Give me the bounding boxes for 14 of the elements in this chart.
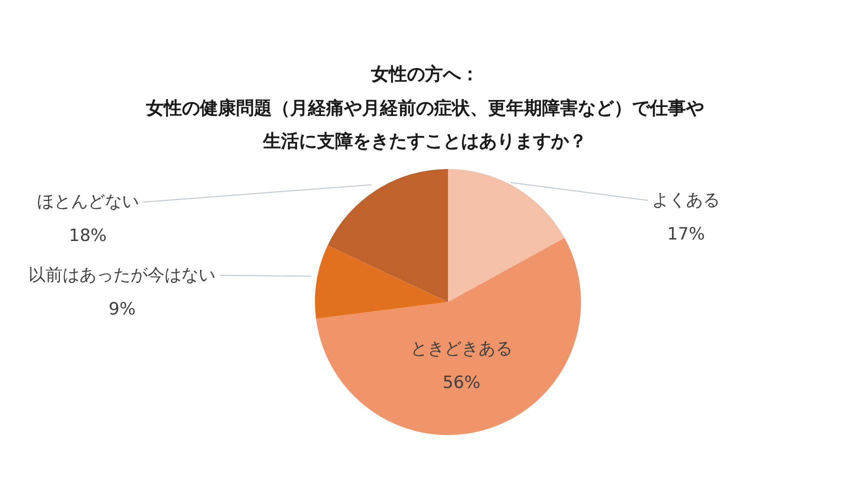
slice-label: よくある <box>652 190 720 210</box>
pie-slice <box>328 169 448 302</box>
slice-label: ときどきある <box>410 338 512 359</box>
slice-label: ほとんどない <box>36 192 139 212</box>
data-label: 18% <box>68 226 107 246</box>
chart-subtitle: 女性の健康問題（月経痛や月経前の症状、更年期障害など）で仕事や生活に支障をきたすことはありますか？ <box>145 97 705 154</box>
slice-label: 以前はあったが今はない <box>28 265 216 286</box>
pie-slice <box>316 238 581 435</box>
data-label: 56% <box>442 372 480 393</box>
pie-slice <box>315 245 448 319</box>
pie-slice <box>448 169 565 302</box>
data-label: 17% <box>667 224 705 244</box>
chart-title: 女性の方へ： <box>370 64 479 85</box>
data-label: 9% <box>108 299 136 320</box>
